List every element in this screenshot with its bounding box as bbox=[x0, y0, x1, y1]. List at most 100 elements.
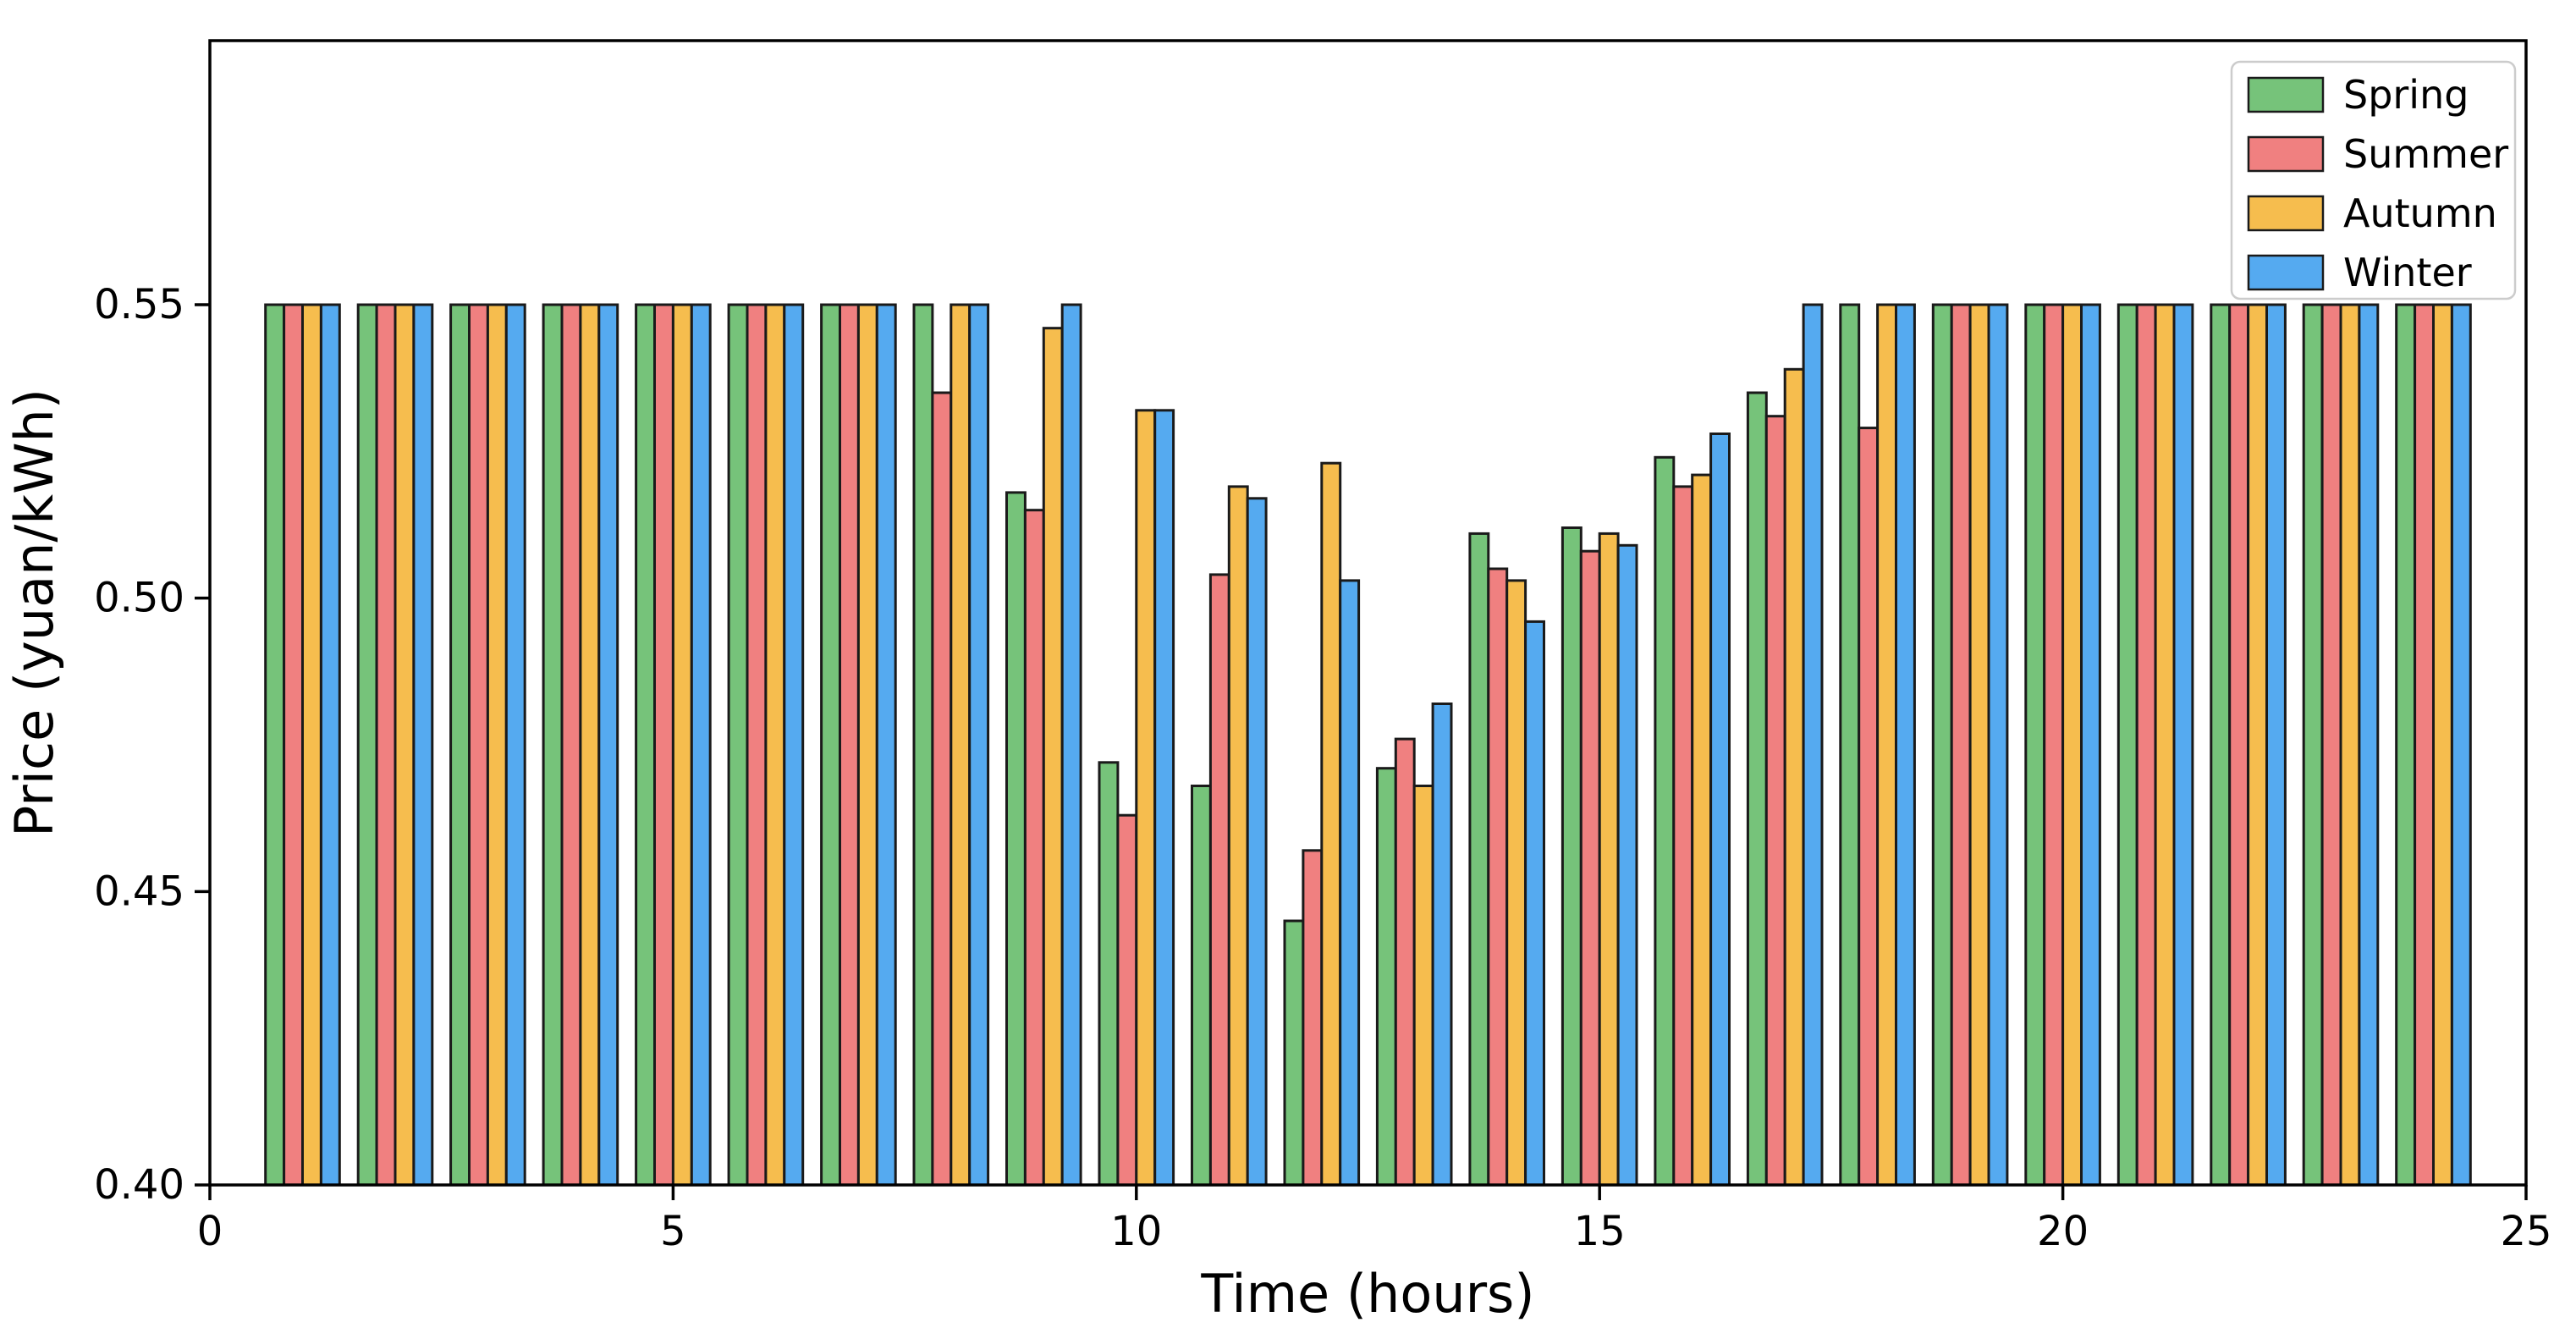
bar-summer-hour-19 bbox=[1950, 303, 1972, 1187]
bar-summer-hour-6 bbox=[746, 303, 768, 1187]
bar-summer-hour-8 bbox=[931, 391, 953, 1187]
bar-spring-hour-2 bbox=[356, 303, 378, 1187]
bar-winter-hour-23 bbox=[2358, 303, 2380, 1187]
bar-spring-hour-22 bbox=[2210, 303, 2232, 1187]
bar-spring-hour-20 bbox=[2024, 303, 2046, 1187]
bar-winter-hour-15 bbox=[1616, 543, 1638, 1187]
bar-summer-hour-20 bbox=[2043, 303, 2065, 1187]
bar-autumn-hour-24 bbox=[2432, 303, 2453, 1187]
bar-summer-hour-12 bbox=[1302, 849, 1324, 1187]
legend-swatch-autumn bbox=[2247, 195, 2325, 232]
bar-spring-hour-17 bbox=[1746, 391, 1768, 1187]
bar-winter-hour-5 bbox=[690, 303, 712, 1187]
bar-summer-hour-23 bbox=[2320, 303, 2342, 1187]
bar-spring-hour-7 bbox=[820, 303, 841, 1187]
bar-spring-hour-4 bbox=[542, 303, 564, 1187]
bar-winter-hour-2 bbox=[412, 303, 434, 1187]
legend-swatch-spring bbox=[2247, 76, 2325, 113]
bar-winter-hour-16 bbox=[1709, 433, 1731, 1187]
bar-winter-hour-12 bbox=[1339, 579, 1361, 1187]
bar-autumn-hour-8 bbox=[949, 303, 972, 1187]
bar-autumn-hour-15 bbox=[1598, 532, 1620, 1187]
bar-autumn-hour-16 bbox=[1691, 473, 1713, 1187]
bar-autumn-hour-4 bbox=[579, 303, 601, 1187]
bar-autumn-hour-5 bbox=[671, 303, 693, 1187]
bar-spring-hour-5 bbox=[635, 303, 656, 1187]
bar-autumn-hour-6 bbox=[764, 303, 786, 1187]
y-axis-label: Price (yuan/kWh) bbox=[3, 388, 65, 837]
bar-autumn-hour-1 bbox=[301, 303, 322, 1187]
bar-summer-hour-15 bbox=[1579, 549, 1601, 1187]
bar-summer-hour-2 bbox=[375, 303, 397, 1187]
bar-autumn-hour-22 bbox=[2247, 303, 2269, 1187]
bar-spring-hour-6 bbox=[727, 303, 749, 1187]
bar-winter-hour-9 bbox=[1060, 303, 1082, 1187]
bar-winter-hour-17 bbox=[1802, 303, 1824, 1187]
bar-summer-hour-24 bbox=[2414, 303, 2436, 1187]
bar-winter-hour-8 bbox=[968, 303, 990, 1187]
bar-winter-hour-3 bbox=[504, 303, 526, 1187]
bar-winter-hour-18 bbox=[1895, 303, 1916, 1187]
bar-summer-hour-5 bbox=[653, 303, 674, 1187]
axes-spines bbox=[208, 39, 2528, 1187]
bar-summer-hour-18 bbox=[1858, 427, 1880, 1187]
bar-summer-hour-14 bbox=[1487, 567, 1509, 1187]
bar-spring-hour-10 bbox=[1098, 761, 1120, 1187]
bar-winter-hour-1 bbox=[319, 303, 341, 1187]
bar-autumn-hour-11 bbox=[1227, 485, 1249, 1187]
legend-label-summer: Summer bbox=[2343, 131, 2508, 177]
bar-spring-hour-15 bbox=[1560, 526, 1582, 1187]
bar-spring-hour-11 bbox=[1191, 785, 1212, 1187]
x-tick-label-15: 15 bbox=[1574, 1208, 1626, 1255]
bar-winter-hour-6 bbox=[783, 303, 805, 1187]
bar-autumn-hour-18 bbox=[1876, 303, 1898, 1187]
legend-box bbox=[2230, 60, 2517, 300]
bar-winter-hour-7 bbox=[875, 303, 897, 1187]
bar-summer-hour-1 bbox=[283, 303, 305, 1187]
bar-spring-hour-9 bbox=[1005, 491, 1027, 1187]
bar-winter-hour-19 bbox=[1987, 303, 2009, 1187]
legend-label-autumn: Autumn bbox=[2343, 190, 2497, 236]
bar-summer-hour-13 bbox=[1394, 737, 1416, 1187]
bar-spring-hour-21 bbox=[2116, 303, 2138, 1187]
x-tick-label-0: 0 bbox=[197, 1208, 223, 1255]
bar-summer-hour-10 bbox=[1116, 813, 1138, 1187]
bar-summer-hour-16 bbox=[1672, 485, 1694, 1187]
bar-winter-hour-10 bbox=[1153, 409, 1175, 1187]
bar-autumn-hour-12 bbox=[1320, 461, 1342, 1187]
bar-autumn-hour-20 bbox=[2061, 303, 2083, 1187]
bar-spring-hour-19 bbox=[1931, 303, 1953, 1187]
x-axis-label: Time (hours) bbox=[1200, 1263, 1534, 1325]
bar-winter-hour-13 bbox=[1431, 703, 1453, 1187]
bar-autumn-hour-13 bbox=[1412, 785, 1434, 1187]
bar-winter-hour-14 bbox=[1524, 620, 1545, 1187]
bar-spring-hour-1 bbox=[264, 303, 286, 1187]
bar-autumn-hour-7 bbox=[856, 303, 878, 1187]
bar-summer-hour-11 bbox=[1208, 573, 1230, 1187]
bar-spring-hour-14 bbox=[1468, 532, 1490, 1187]
bar-summer-hour-22 bbox=[2228, 303, 2250, 1187]
x-tick-label-5: 5 bbox=[660, 1208, 686, 1255]
bar-winter-hour-20 bbox=[2080, 303, 2101, 1187]
bar-autumn-hour-19 bbox=[1968, 303, 1990, 1187]
bar-autumn-hour-23 bbox=[2339, 303, 2361, 1187]
bar-autumn-hour-2 bbox=[394, 303, 416, 1187]
legend-label-winter: Winter bbox=[2343, 250, 2472, 295]
bar-spring-hour-13 bbox=[1375, 767, 1397, 1187]
bar-autumn-hour-9 bbox=[1042, 327, 1064, 1187]
bar-spring-hour-3 bbox=[449, 303, 471, 1187]
bar-winter-hour-11 bbox=[1246, 497, 1268, 1187]
bar-summer-hour-21 bbox=[2135, 303, 2157, 1187]
bar-summer-hour-4 bbox=[560, 303, 582, 1187]
bar-winter-hour-4 bbox=[597, 303, 619, 1187]
bar-spring-hour-23 bbox=[2302, 303, 2324, 1187]
x-tick-label-10: 10 bbox=[1110, 1208, 1162, 1255]
bar-winter-hour-22 bbox=[2265, 303, 2287, 1187]
bar-winter-hour-24 bbox=[2450, 303, 2472, 1187]
y-tick-label-0.5: 0.50 bbox=[94, 575, 184, 622]
bar-spring-hour-12 bbox=[1283, 919, 1305, 1187]
bar-summer-hour-9 bbox=[1023, 509, 1045, 1187]
x-tick-label-25: 25 bbox=[2500, 1208, 2551, 1255]
